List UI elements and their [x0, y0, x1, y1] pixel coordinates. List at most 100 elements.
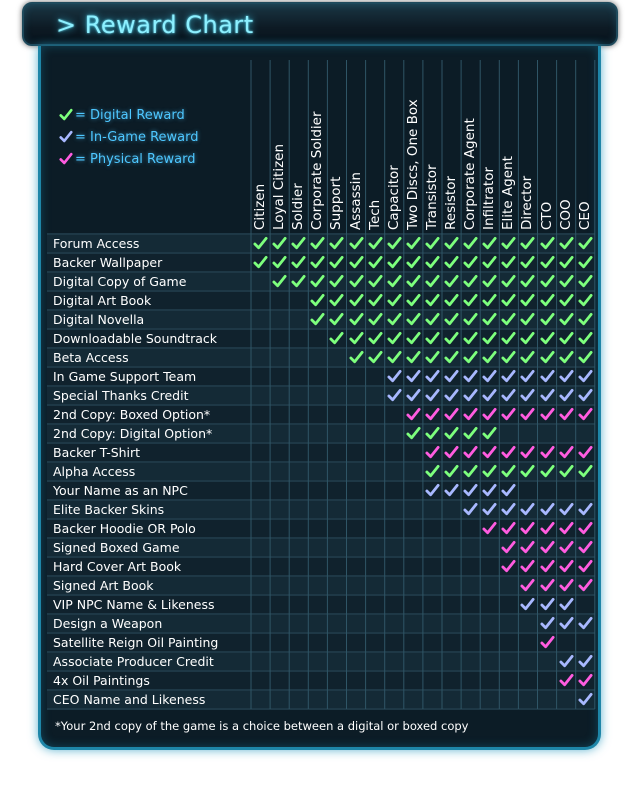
- checkmark-icon: [463, 388, 478, 407]
- checkmark-icon: [578, 293, 593, 312]
- checkmark-icon: [310, 255, 325, 274]
- checkmark-icon: [463, 293, 478, 312]
- checkmark-icon: [406, 255, 421, 274]
- checkmark-icon: [482, 369, 497, 388]
- reward-label: Beta Access: [53, 350, 129, 365]
- checkmark-icon: [310, 236, 325, 255]
- checkmark-icon: [425, 312, 440, 331]
- checkmark-icon: [463, 445, 478, 464]
- checkmark-icon: [406, 369, 421, 388]
- checkmark-icon: [444, 255, 459, 274]
- checkmark-icon: [463, 331, 478, 350]
- checkmark-icon: [482, 312, 497, 331]
- checkmark-icon: [578, 578, 593, 597]
- reward-label: 4x Oil Paintings: [53, 673, 150, 688]
- checkmark-icon: [559, 559, 574, 578]
- checkmark-icon: [272, 236, 287, 255]
- checkmark-icon: [559, 502, 574, 521]
- tier-header: Infiltrator: [481, 166, 498, 230]
- legend-label: = Digital Reward: [75, 107, 185, 123]
- checkmark-icon: [482, 255, 497, 274]
- checkmark-icon: [59, 152, 73, 166]
- checkmark-icon: [578, 331, 593, 350]
- checkmark-icon: [578, 350, 593, 369]
- checkmark-icon: [387, 388, 402, 407]
- reward-label: Signed Art Book: [53, 578, 154, 593]
- checkmark-icon: [501, 350, 516, 369]
- checkmark-icon: [520, 578, 535, 597]
- checkmark-icon: [520, 293, 535, 312]
- checkmark-icon: [578, 445, 593, 464]
- checkmark-icon: [425, 369, 440, 388]
- checkmark-icon: [539, 559, 555, 578]
- checkmark-icon: [444, 312, 459, 331]
- checkmark-icon: [463, 426, 478, 445]
- checkmark-icon: [348, 255, 364, 274]
- checkmark-icon: [501, 445, 516, 464]
- tier-header: Citizen: [252, 183, 268, 230]
- checkmark-icon: [559, 521, 574, 540]
- checkmark-icon: [520, 274, 535, 293]
- tier-header: COO: [557, 199, 574, 230]
- checkmark-icon: [501, 236, 516, 255]
- checkmark-icon: [520, 597, 535, 616]
- checkmark-icon: [444, 464, 459, 483]
- checkmark-icon: [387, 274, 402, 293]
- checkmark-icon: [463, 407, 478, 426]
- checkmark-icon: [578, 616, 593, 635]
- legend-item: = Digital Reward: [59, 104, 199, 126]
- checkmark-icon: [387, 369, 402, 388]
- checkmark-icon: [559, 388, 574, 407]
- checkmark-icon: [578, 673, 593, 692]
- checkmark-icon: [520, 331, 535, 350]
- checkmark-icon: [539, 331, 555, 350]
- checkmark-icon: [559, 597, 574, 616]
- checkmark-icon: [425, 236, 440, 255]
- checkmark-icon: [444, 369, 459, 388]
- checkmark-icon: [501, 521, 516, 540]
- checkmark-icon: [578, 369, 593, 388]
- checkmark-icon: [520, 312, 535, 331]
- checkmark-icon: [539, 350, 555, 369]
- checkmark-icon: [539, 616, 555, 635]
- checkmark-icon: [539, 540, 555, 559]
- checkmark-icon: [368, 350, 383, 369]
- checkmark-icon: [501, 464, 516, 483]
- reward-label: In Game Support Team: [53, 369, 197, 384]
- tier-header: Loyal Citizen: [271, 143, 288, 230]
- checkmark-icon: [425, 445, 440, 464]
- checkmark-icon: [559, 331, 574, 350]
- checkmark-icon: [368, 255, 383, 274]
- checkmark-icon: [559, 274, 574, 293]
- checkmark-icon: [539, 274, 555, 293]
- reward-label: Special Thanks Credit: [53, 388, 189, 403]
- checkmark-icon: [520, 540, 535, 559]
- checkmark-icon: [520, 502, 535, 521]
- checkmark-icon: [368, 293, 383, 312]
- checkmark-icon: [368, 274, 383, 293]
- checkmark-icon: [539, 502, 555, 521]
- tier-header: Elite Agent: [500, 156, 517, 230]
- reward-label: Signed Boxed Game: [53, 540, 180, 555]
- checkmark-icon: [559, 350, 574, 369]
- checkmark-icon: [482, 502, 497, 521]
- checkmark-icon: [463, 483, 478, 502]
- checkmark-icon: [387, 255, 402, 274]
- checkmark-icon: [559, 255, 574, 274]
- checkmark-icon: [539, 635, 555, 654]
- checkmark-icon: [578, 255, 593, 274]
- checkmark-icon: [520, 407, 535, 426]
- checkmark-icon: [482, 331, 497, 350]
- checkmark-icon: [444, 445, 459, 464]
- checkmark-icon: [368, 331, 383, 350]
- tier-header: CTO: [538, 201, 555, 230]
- checkmark-icon: [272, 274, 287, 293]
- checkmark-icon: [387, 236, 402, 255]
- reward-label: Satellite Reign Oil Painting: [53, 635, 219, 650]
- checkmark-icon: [329, 312, 344, 331]
- reward-label: Backer T-Shirt: [53, 445, 141, 460]
- checkmark-icon: [539, 597, 555, 616]
- checkmark-icon: [482, 274, 497, 293]
- reward-label: VIP NPC Name & Likeness: [53, 597, 215, 612]
- checkmark-icon: [482, 293, 497, 312]
